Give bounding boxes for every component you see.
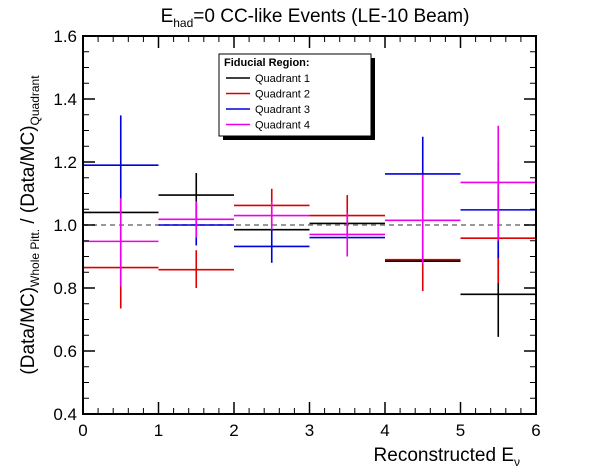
legend-label: Quadrant 2 [255, 89, 310, 101]
x-tick-label: 6 [531, 421, 540, 440]
data-point [234, 201, 310, 230]
legend-box [218, 53, 372, 137]
y-tick-label: 0.4 [53, 405, 77, 424]
data-point [234, 229, 310, 263]
data-point [158, 201, 234, 238]
legend-label: Quadrant 1 [255, 73, 310, 85]
x-axis-label: Reconstructed Eν [374, 445, 520, 469]
data-point [83, 115, 159, 214]
series-quadrant-4 [83, 125, 536, 287]
legend-label: Quadrant 4 [255, 120, 310, 132]
y-tick-label: 0.8 [53, 279, 77, 298]
data-point [460, 125, 536, 241]
y-tick-label: 1.4 [53, 90, 77, 109]
data-layer [83, 115, 536, 337]
y-tick-label: 0.6 [53, 342, 77, 361]
data-point [83, 198, 159, 287]
legend-label: Quadrant 3 [255, 104, 310, 116]
x-tick-label: 0 [78, 421, 87, 440]
x-tick-label: 3 [305, 421, 314, 440]
y-tick-label: 1.2 [53, 153, 77, 172]
y-axis-label: (Data/MC)Whole Pitt. / (Data/MC)Quadrant [18, 75, 42, 375]
axis-ticks: 0 1 2 3 4 5 6 0.4 0.6 0.8 1.0 1.2 1.4 1.6 [53, 27, 540, 440]
y-tick-label: 1.6 [53, 27, 77, 46]
legend-title: Fiducial Region: [224, 57, 310, 69]
series-quadrant-2 [83, 188, 536, 309]
x-tick-label: 1 [154, 421, 163, 440]
chart-title: Ehad=0 CC-like Events (LE-10 Beam) [161, 6, 470, 30]
x-tick-label: 5 [456, 421, 465, 440]
x-tick-label: 2 [229, 421, 238, 440]
x-tick-label: 4 [380, 421, 389, 440]
data-point [385, 174, 461, 265]
y-tick-label: 1.0 [53, 216, 77, 235]
legend: Fiducial Region: Quadrant 1 Quadrant 2 Qua… [218, 53, 375, 140]
data-point [158, 250, 234, 288]
series-quadrant-1 [83, 173, 536, 337]
data-point [309, 212, 385, 257]
